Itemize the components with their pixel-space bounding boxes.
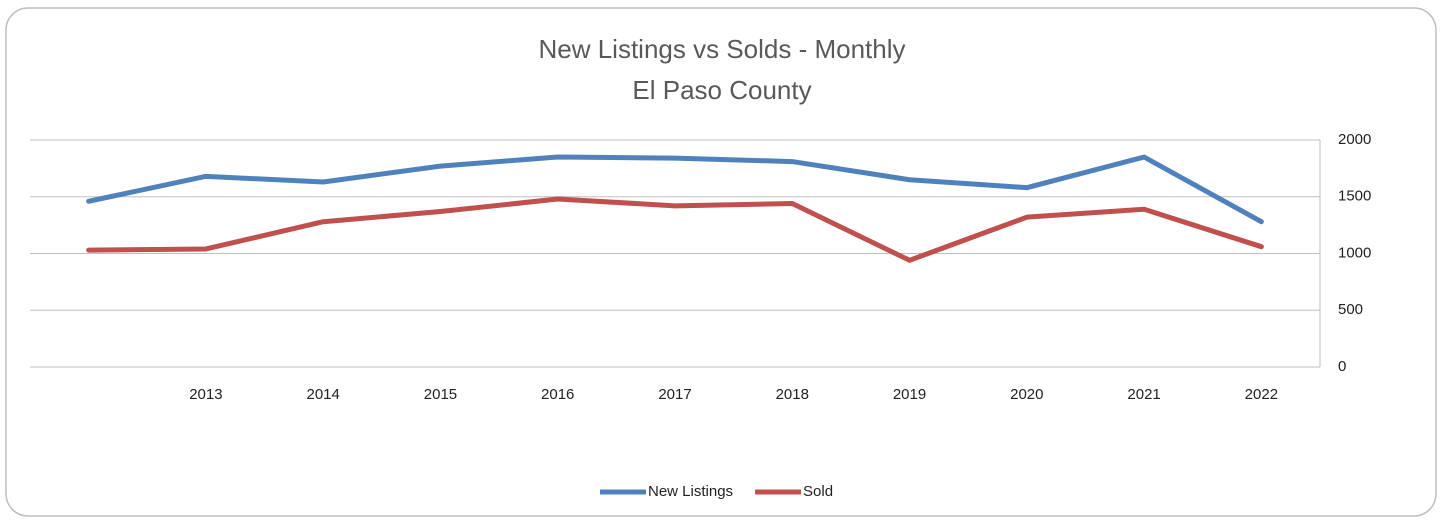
- x-tick-label: 2018: [776, 386, 809, 403]
- x-tick-label: 2017: [658, 386, 691, 403]
- chart-frame: [5, 7, 1437, 517]
- x-tick-label: 2014: [306, 386, 339, 403]
- line-series: [86, 196, 1264, 263]
- x-tick-label: 2016: [541, 386, 574, 403]
- line-series: [86, 154, 1264, 225]
- y-tick-label: 500: [1338, 301, 1363, 318]
- x-tick-label: 2021: [1127, 386, 1160, 403]
- legend-label: Sold: [803, 483, 833, 500]
- chart-title: New Listings vs Solds - Monthly: [538, 34, 905, 64]
- x-tick-label: 2013: [189, 386, 222, 403]
- y-tick-label: 1500: [1338, 188, 1371, 205]
- y-tick-label: 1000: [1338, 244, 1371, 261]
- y-tick-label: 2000: [1338, 131, 1371, 148]
- x-tick-label: 2022: [1245, 386, 1278, 403]
- legend-label: New Listings: [648, 483, 733, 500]
- x-tick-label: 2015: [424, 386, 457, 403]
- chart-subtitle: El Paso County: [632, 75, 811, 105]
- x-tick-label: 2020: [1010, 386, 1043, 403]
- x-tick-label: 2019: [893, 386, 926, 403]
- y-tick-label: 0: [1338, 358, 1346, 375]
